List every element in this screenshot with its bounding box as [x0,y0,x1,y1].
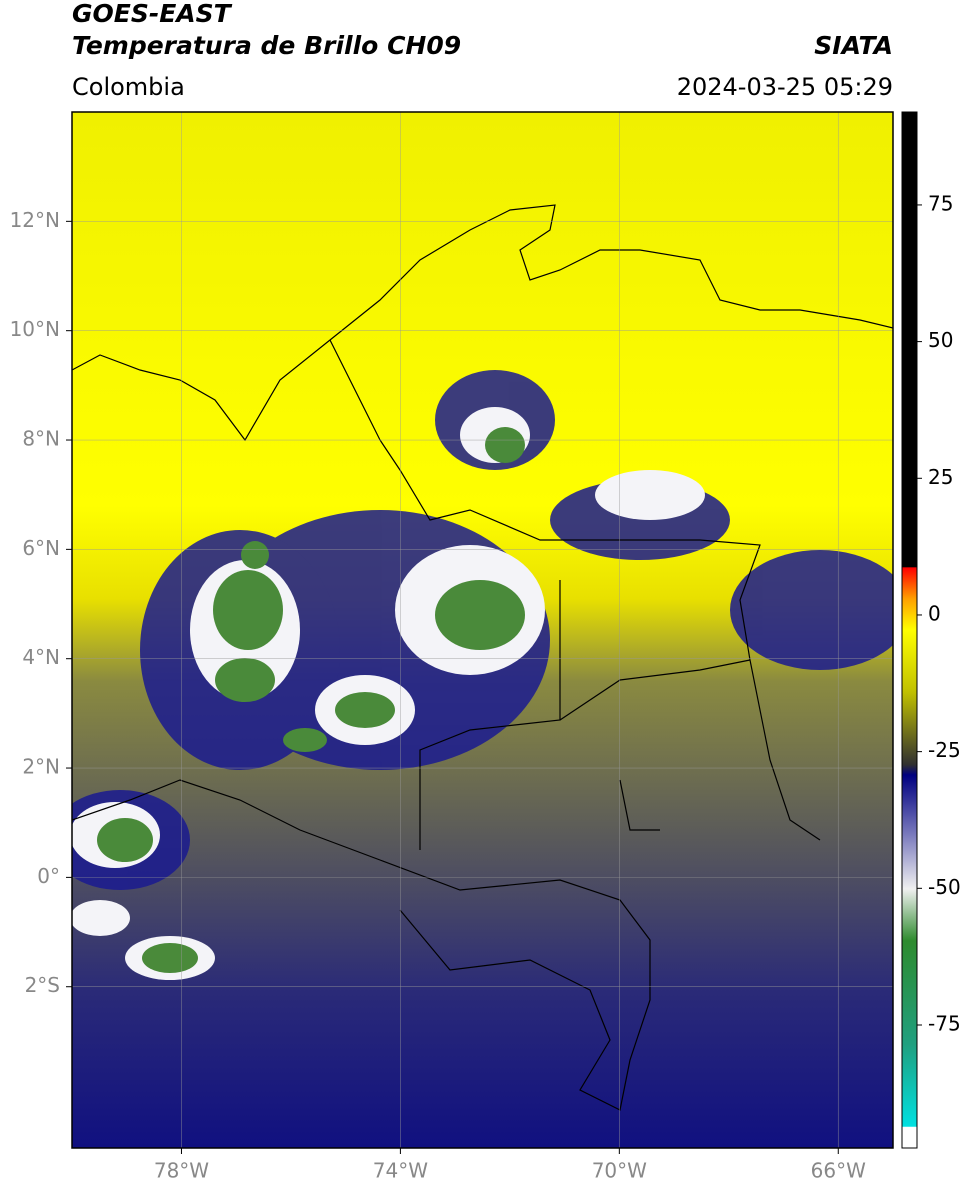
y-tick-label: 12°N [10,208,60,232]
y-tick-label: 6°N [22,536,60,560]
title-line1: GOES-EAST [72,0,233,28]
y-tick-label: 2°S [25,973,60,997]
y-tick-label: 8°N [22,427,60,451]
x-tick-label: 74°W [373,1159,428,1183]
colorbar-label: 50 [928,328,953,352]
x-tick-label: 78°W [154,1159,209,1183]
y-tick-label: 4°N [22,645,60,669]
region: Colombia [72,73,185,101]
colorbar-label: 75 [928,191,953,215]
colorbar-label: -50 [928,875,961,899]
colorbar-label: 0 [928,601,941,625]
map-image [72,112,893,1148]
y-tick-label: 2°N [22,755,60,779]
y-tick-label: 0° [37,864,60,888]
x-tick-label: 70°W [592,1159,647,1183]
colorbar-label: -25 [928,738,961,762]
x-tick-label: 66°W [811,1159,866,1183]
grid [72,112,893,1148]
colorbar-label: -75 [928,1011,961,1035]
map-frame [71,111,894,1149]
colorbar [901,111,918,1149]
colorbar-label: 25 [928,465,953,489]
source: SIATA [814,31,893,60]
datetime: 2024-03-25 05:29 [677,73,893,101]
title-line2: Temperatura de Brillo CH09 [72,31,461,60]
y-tick-label: 10°N [10,317,60,341]
